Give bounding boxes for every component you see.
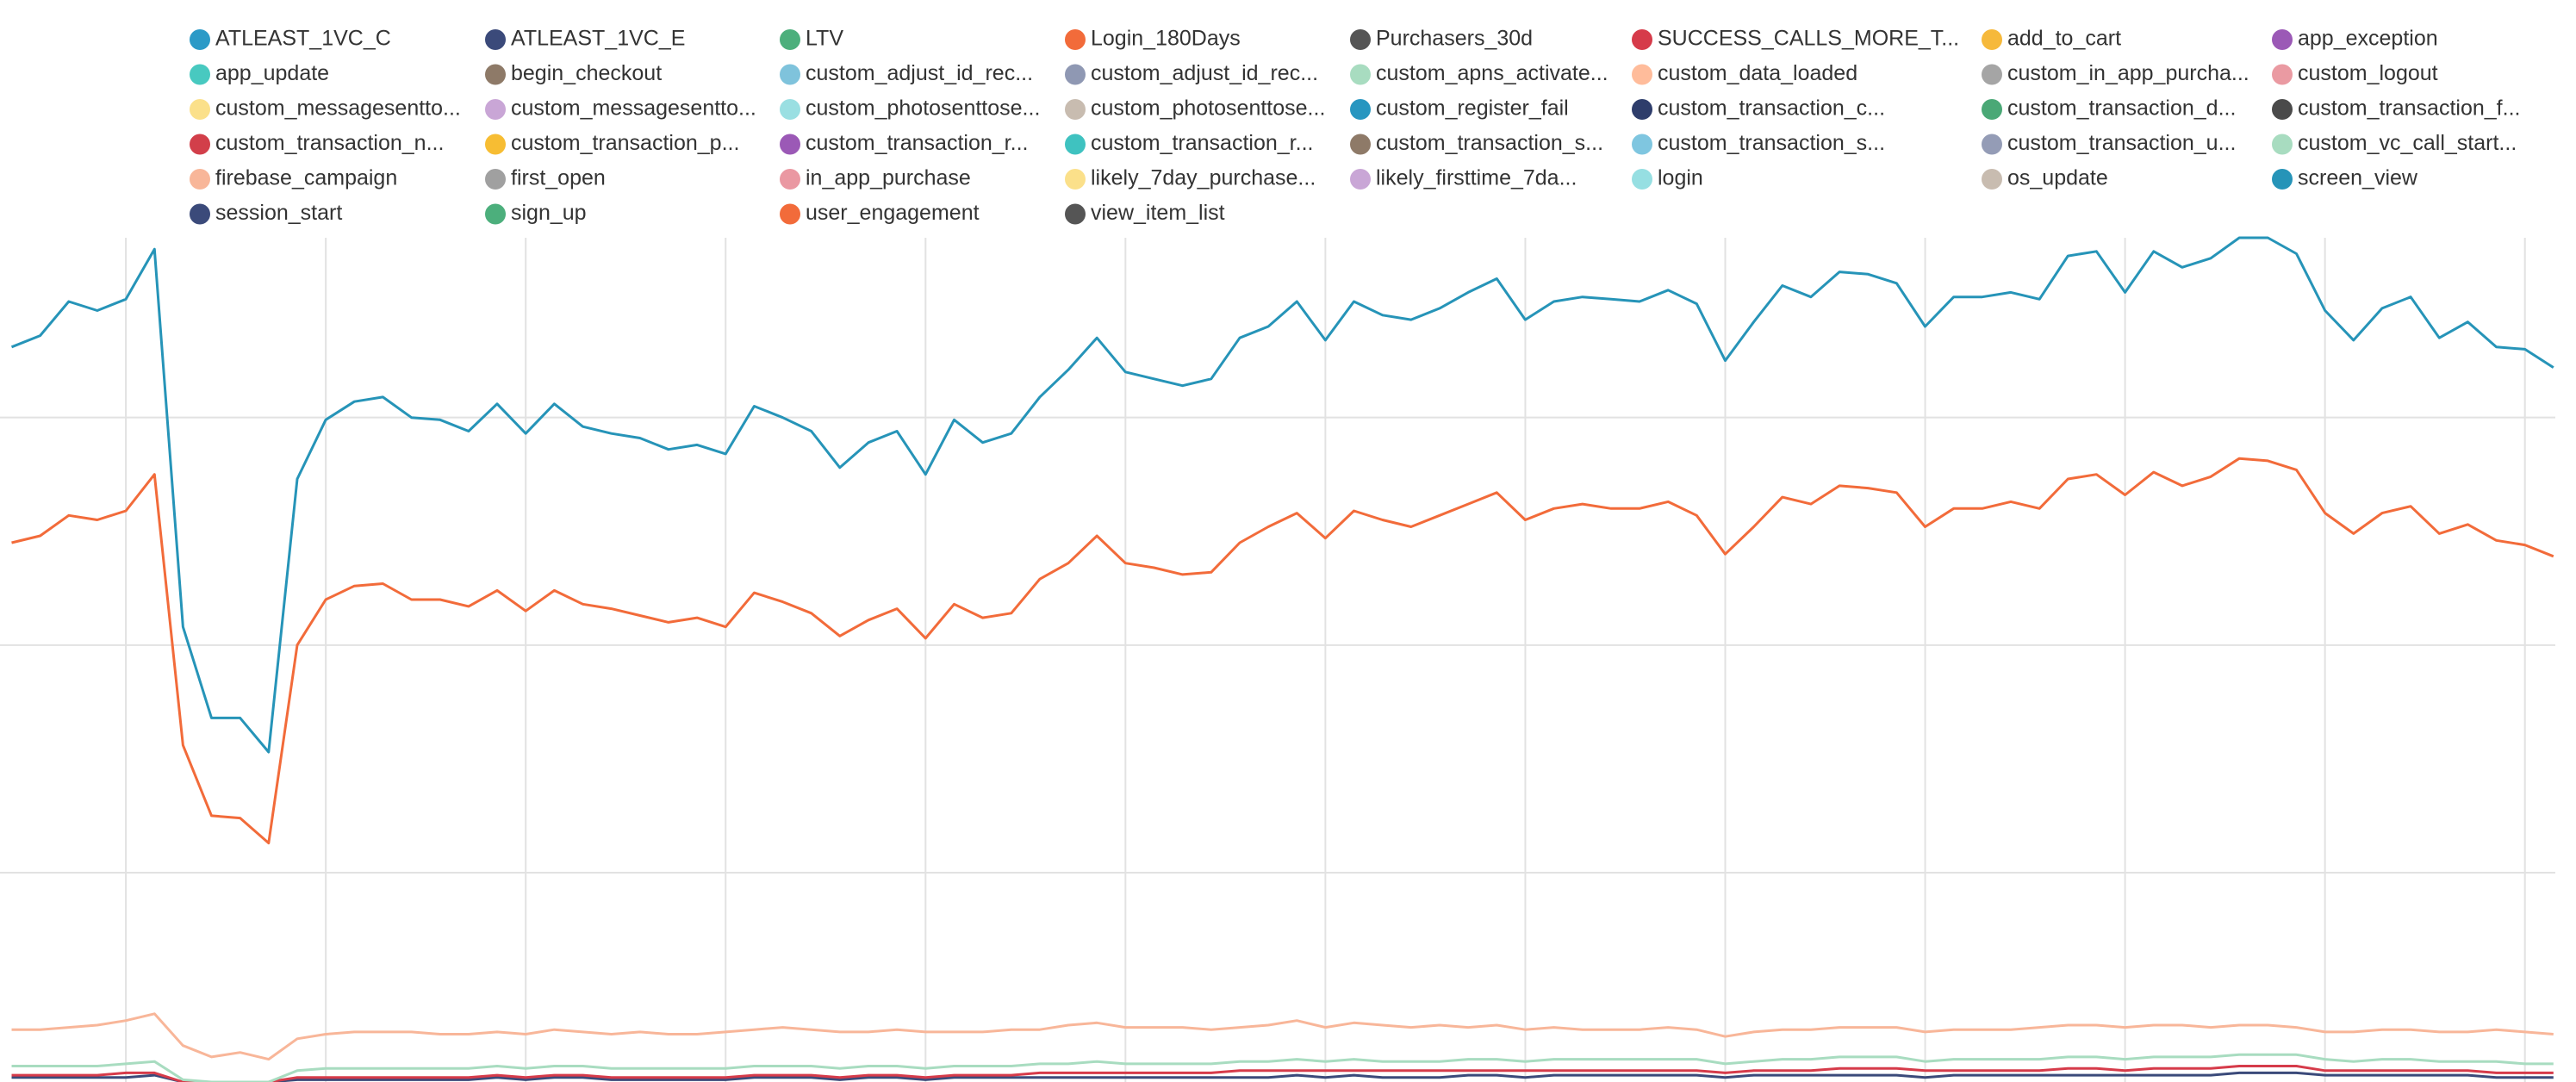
legend-label[interactable]: custom_in_app_purcha... [2007, 61, 2249, 85]
legend-marker[interactable] [1632, 64, 1652, 85]
legend-marker[interactable] [1982, 64, 2002, 85]
legend-label[interactable]: custom_transaction_d... [2007, 96, 2236, 121]
series-line [11, 1012, 2554, 1061]
legend-marker[interactable] [1632, 169, 1652, 190]
legend-marker[interactable] [1350, 64, 1371, 85]
grid [0, 238, 2555, 1082]
legend-marker[interactable] [2272, 29, 2293, 50]
legend-marker[interactable] [2272, 99, 2293, 120]
legend-marker[interactable] [485, 29, 506, 50]
legend-label[interactable]: sign_up [511, 201, 587, 225]
legend-marker[interactable] [485, 64, 506, 85]
legend-marker[interactable] [1350, 169, 1371, 190]
legend-label[interactable]: custom_register_fail [1376, 96, 1569, 121]
legend-label[interactable]: in_app_purchase [806, 166, 971, 190]
legend-label[interactable]: first_open [511, 166, 606, 190]
legend-marker[interactable] [1065, 64, 1086, 85]
legend-label[interactable]: custom_transaction_p... [511, 131, 739, 155]
legend-marker[interactable] [485, 134, 506, 155]
legend-label[interactable]: ATLEAST_1VC_E [511, 27, 685, 51]
legend-label[interactable]: custom_adjust_id_rec... [806, 61, 1033, 85]
legend-label[interactable]: custom_transaction_n... [215, 131, 444, 155]
legend-label[interactable]: ATLEAST_1VC_C [215, 27, 391, 51]
legend-marker[interactable] [780, 64, 800, 85]
legend: ATLEAST_1VC_C ATLEAST_1VC_E LTV Login_180Da… [190, 27, 2520, 225]
legend-marker[interactable] [1065, 99, 1086, 120]
series-line [11, 1053, 2554, 1082]
legend-label[interactable]: custom_vc_call_start... [2298, 131, 2517, 155]
series-line [10, 236, 2554, 754]
legend-marker[interactable] [1982, 99, 2002, 120]
legend-marker[interactable] [2272, 169, 2293, 190]
legend-label[interactable]: custom_transaction_s... [1376, 131, 1603, 155]
legend-marker[interactable] [190, 29, 210, 50]
legend-label[interactable]: Login_180Days [1091, 27, 1241, 51]
legend-marker[interactable] [780, 29, 800, 50]
legend-label[interactable]: custom_logout [2298, 61, 2438, 85]
legend-label[interactable]: custom_transaction_f... [2298, 96, 2520, 121]
legend-marker[interactable] [1632, 134, 1652, 155]
legend-marker[interactable] [1982, 134, 2002, 155]
legend-label[interactable]: custom_transaction_r... [806, 131, 1028, 155]
legend-marker[interactable] [485, 203, 506, 225]
legend-label[interactable]: likely_firsttime_7da... [1376, 166, 1577, 190]
series-line [11, 1071, 2554, 1082]
legend-marker[interactable] [780, 99, 800, 120]
legend-marker[interactable] [1982, 29, 2002, 50]
legend-label[interactable]: custom_transaction_c... [1658, 96, 1885, 121]
legend-label[interactable]: os_update [2007, 166, 2108, 190]
legend-marker[interactable] [190, 169, 210, 190]
legend-label[interactable]: add_to_cart [2007, 27, 2121, 51]
legend-label[interactable]: custom_adjust_id_rec... [1091, 61, 1318, 85]
legend-marker[interactable] [1350, 29, 1371, 50]
legend-marker[interactable] [2272, 134, 2293, 155]
legend-label[interactable]: custom_transaction_r... [1091, 131, 1313, 155]
legend-marker[interactable] [780, 169, 800, 190]
legend-label[interactable]: app_update [215, 61, 329, 85]
lines [10, 236, 2554, 1082]
legend-marker[interactable] [190, 134, 210, 155]
legend-marker[interactable] [1350, 99, 1371, 120]
legend-marker[interactable] [190, 203, 210, 225]
legend-marker[interactable] [1982, 169, 2002, 190]
legend-label[interactable]: user_engagement [806, 201, 980, 225]
legend-label[interactable]: Purchasers_30d [1376, 27, 1533, 51]
legend-marker[interactable] [485, 99, 506, 120]
legend-marker[interactable] [1350, 134, 1371, 155]
legend-marker[interactable] [190, 64, 210, 85]
legend-label[interactable]: app_exception [2298, 27, 2438, 51]
legend-label[interactable]: custom_messagesentto... [511, 96, 756, 121]
legend-label[interactable]: begin_checkout [511, 61, 662, 85]
legend-label[interactable]: LTV [806, 27, 843, 51]
legend-label[interactable]: custom_transaction_u... [2007, 131, 2236, 155]
legend-label[interactable]: SUCCESS_CALLS_MORE_T... [1658, 27, 1959, 51]
legend-marker[interactable] [1065, 134, 1086, 155]
legend-marker[interactable] [780, 134, 800, 155]
legend-marker[interactable] [190, 99, 210, 120]
legend-label[interactable]: firebase_campaign [215, 166, 397, 190]
legend-marker[interactable] [1632, 99, 1652, 120]
legend-label[interactable]: view_item_list [1091, 201, 1225, 225]
legend-label[interactable]: likely_7day_purchase... [1091, 166, 1316, 190]
legend-label[interactable]: custom_photosenttose... [806, 96, 1040, 121]
legend-label[interactable]: custom_transaction_s... [1658, 131, 1885, 155]
legend-marker[interactable] [1065, 169, 1086, 190]
legend-label[interactable]: custom_apns_activate... [1376, 61, 1608, 85]
legend-label[interactable]: custom_data_loaded [1658, 61, 1857, 85]
legend-label[interactable]: login [1658, 166, 1703, 190]
legend-marker[interactable] [485, 169, 506, 190]
legend-marker[interactable] [780, 203, 800, 225]
legend-label[interactable]: custom_photosenttose... [1091, 96, 1325, 121]
series-line [11, 1065, 2554, 1082]
legend-label[interactable]: session_start [215, 201, 342, 225]
legend-label[interactable]: custom_messagesentto... [215, 96, 461, 121]
legend-marker[interactable] [1065, 29, 1086, 50]
legend-marker[interactable] [1065, 203, 1086, 225]
legend-marker[interactable] [1632, 29, 1652, 50]
legend-marker[interactable] [2272, 64, 2293, 85]
legend-label[interactable]: screen_view [2298, 166, 2418, 190]
series-line [11, 457, 2554, 845]
